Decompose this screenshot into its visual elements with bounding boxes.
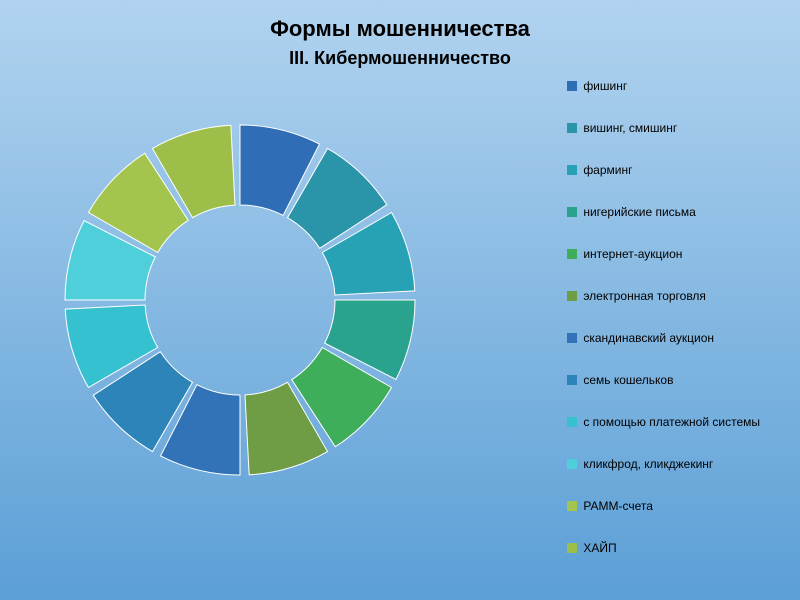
legend-item: фарминг — [567, 164, 760, 176]
legend-swatch — [567, 123, 577, 133]
legend-item: интернет-аукцион — [567, 248, 760, 260]
legend-swatch — [567, 375, 577, 385]
page-subtitle: III. Кибермошенничество — [0, 48, 800, 69]
legend-item: фишинг — [567, 80, 760, 92]
legend-swatch — [567, 207, 577, 217]
legend-swatch — [567, 543, 577, 553]
donut-svg — [40, 100, 440, 500]
legend-swatch — [567, 417, 577, 427]
legend-item: нигерийские письма — [567, 206, 760, 218]
legend-label: электронная торговля — [583, 290, 706, 302]
legend-label: РАММ-счета — [583, 500, 653, 512]
legend-swatch — [567, 459, 577, 469]
legend: фишинг вишинг, смишинг фарминг нигерийские … — [567, 80, 760, 584]
legend-swatch — [567, 291, 577, 301]
legend-item: скандинавский аукцион — [567, 332, 760, 344]
legend-item: вишинг, смишинг — [567, 122, 760, 134]
legend-item: ХАЙП — [567, 542, 760, 554]
page-title: Формы мошенничества — [0, 16, 800, 42]
legend-label: интернет-аукцион — [583, 248, 682, 260]
legend-label: ХАЙП — [583, 542, 616, 554]
legend-item: электронная торговля — [567, 290, 760, 302]
legend-swatch — [567, 249, 577, 259]
legend-swatch — [567, 333, 577, 343]
legend-label: фишинг — [583, 80, 627, 92]
donut-chart — [40, 100, 440, 505]
legend-label: фарминг — [583, 164, 632, 176]
legend-label: кликфрод, кликджекинг — [583, 458, 713, 470]
legend-label: с помощью платежной системы — [583, 416, 760, 428]
legend-label: вишинг, смишинг — [583, 122, 677, 134]
legend-item: РАММ-счета — [567, 500, 760, 512]
legend-label: нигерийские письма — [583, 206, 696, 218]
legend-item: семь кошельков — [567, 374, 760, 386]
legend-swatch — [567, 81, 577, 91]
legend-item: с помощью платежной системы — [567, 416, 760, 428]
legend-item: кликфрод, кликджекинг — [567, 458, 760, 470]
legend-swatch — [567, 165, 577, 175]
legend-swatch — [567, 501, 577, 511]
legend-label: семь кошельков — [583, 374, 673, 386]
legend-label: скандинавский аукцион — [583, 332, 714, 344]
page-root: Формы мошенничества III. Кибермошенничес… — [0, 0, 800, 600]
